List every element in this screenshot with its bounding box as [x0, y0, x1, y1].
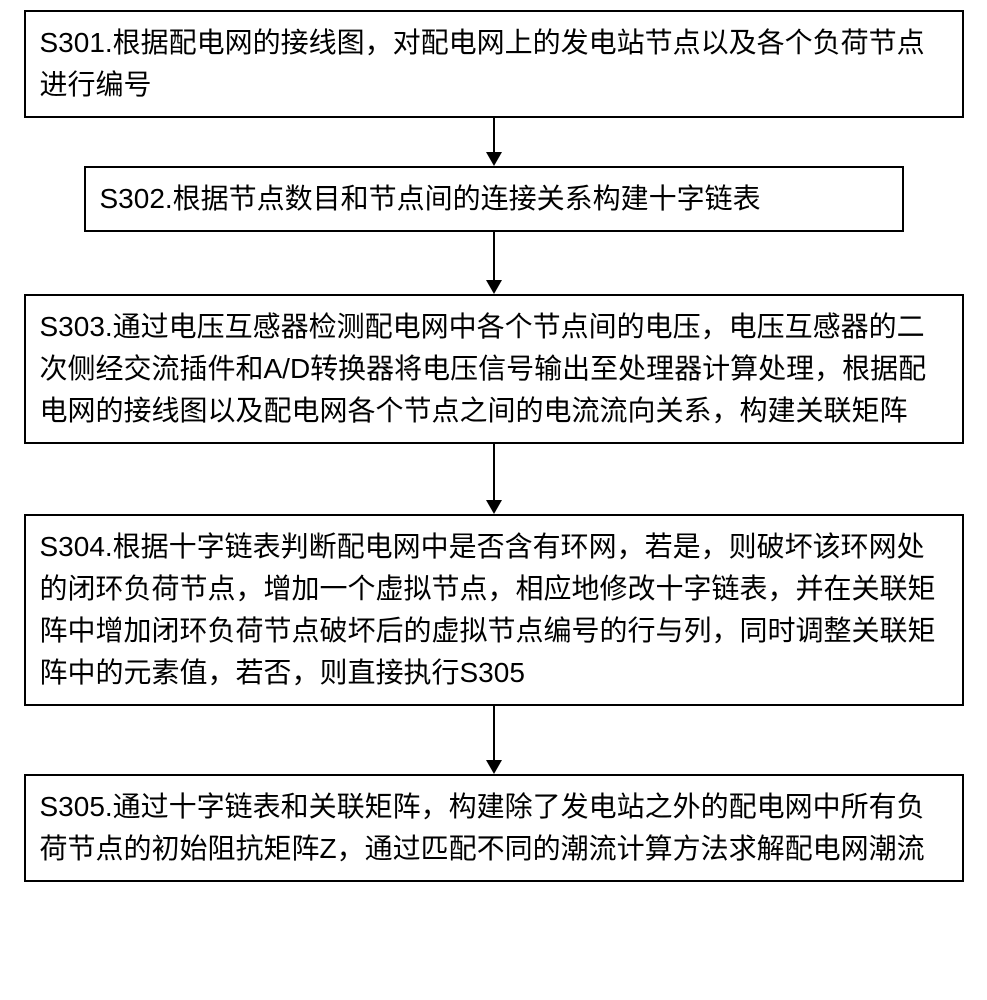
step-text: S302.根据节点数目和节点间的连接关系构建十字链表 [100, 183, 761, 214]
step-text: S303.通过电压互感器检测配电网中各个节点间的电压，电压互感器的二次侧经交流插… [40, 311, 927, 426]
flowchart-container: S301.根据配电网的接线图，对配电网上的发电站节点以及各个负荷节点进行编号 S… [0, 10, 987, 882]
step-s304: S304.根据十字链表判断配电网中是否含有环网，若是，则破坏该环网处的闭环负荷节… [24, 514, 964, 706]
step-s302: S302.根据节点数目和节点间的连接关系构建十字链表 [84, 166, 904, 232]
arrow-3 [486, 444, 502, 514]
arrow-2 [486, 232, 502, 294]
step-text: S304.根据十字链表判断配电网中是否含有环网，若是，则破坏该环网处的闭环负荷节… [40, 531, 936, 688]
step-text: S301.根据配电网的接线图，对配电网上的发电站节点以及各个负荷节点进行编号 [40, 27, 925, 100]
step-s305: S305.通过十字链表和关联矩阵，构建除了发电站之外的配电网中所有负荷节点的初始… [24, 774, 964, 882]
step-s301: S301.根据配电网的接线图，对配电网上的发电站节点以及各个负荷节点进行编号 [24, 10, 964, 118]
arrow-4 [486, 706, 502, 774]
step-s303: S303.通过电压互感器检测配电网中各个节点间的电压，电压互感器的二次侧经交流插… [24, 294, 964, 444]
step-text: S305.通过十字链表和关联矩阵，构建除了发电站之外的配电网中所有负荷节点的初始… [40, 791, 925, 864]
arrow-1 [486, 118, 502, 166]
